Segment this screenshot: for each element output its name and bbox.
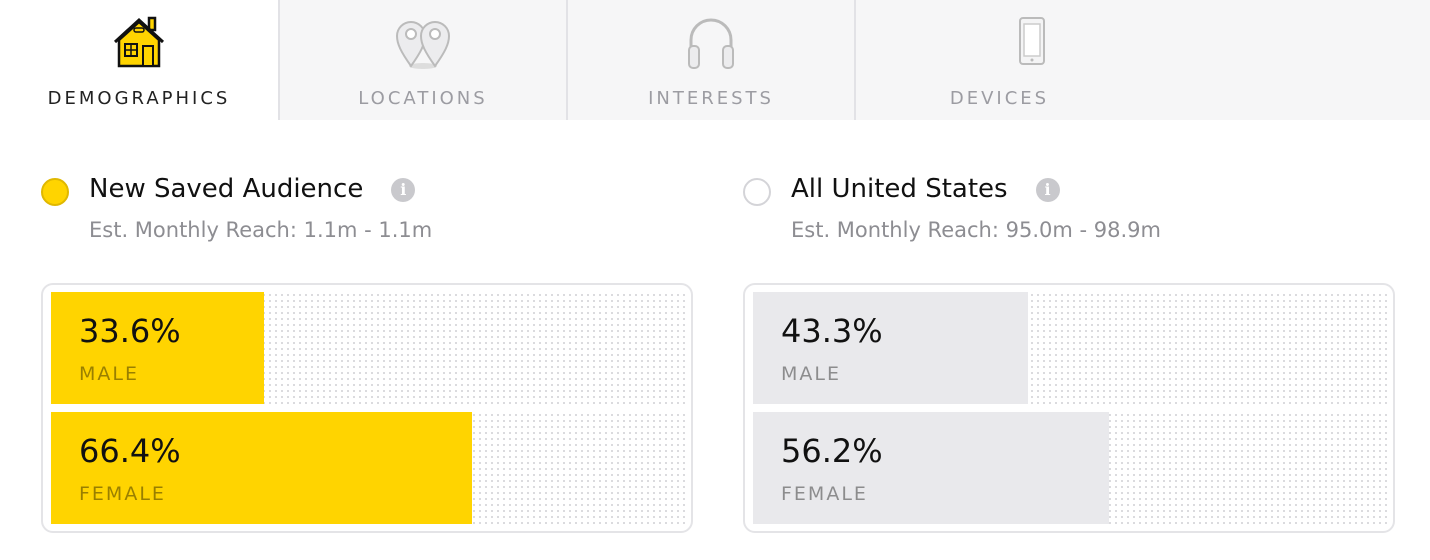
bar-track: 66.4% FEMALE <box>51 412 685 524</box>
info-icon[interactable]: i <box>1035 177 1060 202</box>
tab[interactable]: DEMOGRAPHICS <box>0 0 280 120</box>
tab[interactable]: INTERESTS <box>568 0 856 120</box>
bar <box>51 412 472 524</box>
location-icon <box>395 21 451 69</box>
bar <box>753 292 1028 404</box>
radio-button[interactable] <box>743 178 771 206</box>
percent-label: 33.6% <box>79 312 181 350</box>
bar-box: 33.6% MALE 66.4% FEMALE <box>41 283 693 533</box>
tab-label: DEMOGRAPHICS <box>47 88 231 109</box>
bar <box>51 292 265 404</box>
tab-label: LOCATIONS <box>358 88 488 109</box>
reach-text: Est. Monthly Reach: 1.1m - 1.1m <box>89 218 433 242</box>
tab[interactable]: LOCATIONS <box>280 0 568 120</box>
category-label: MALE <box>781 363 841 385</box>
audience-panel: All United States i Est. Monthly Reach: 95… <box>743 170 1397 540</box>
audience-title: All United States <box>791 174 1008 204</box>
bar-track: 56.2% FEMALE <box>753 412 1387 524</box>
house-icon <box>113 16 165 68</box>
bar <box>753 412 1110 524</box>
bar-box: 43.3% MALE 56.2% FEMALE <box>743 283 1395 533</box>
bar-track: 43.3% MALE <box>753 292 1387 404</box>
audience-name: All United States i <box>791 174 1060 204</box>
bar-track: 33.6% MALE <box>51 292 685 404</box>
reach-text: Est. Monthly Reach: 95.0m - 98.9m <box>791 218 1161 242</box>
category-label: MALE <box>79 363 139 385</box>
headphones-icon <box>688 18 734 69</box>
category-label: FEMALE <box>781 483 868 505</box>
percent-label: 43.3% <box>781 312 883 350</box>
audience-name: New Saved Audience i <box>89 174 416 204</box>
info-icon[interactable]: i <box>391 177 416 202</box>
category-label: FEMALE <box>79 483 166 505</box>
audience-title: New Saved Audience <box>89 174 364 204</box>
tab-label: DEVICES <box>949 88 1050 109</box>
percent-label: 66.4% <box>79 432 181 470</box>
tab[interactable]: DEVICES <box>856 0 1430 120</box>
percent-label: 56.2% <box>781 432 883 470</box>
phone-icon <box>1019 17 1045 65</box>
radio-button[interactable] <box>41 178 69 206</box>
audience-panel: New Saved Audience i Est. Monthly Reach: 1… <box>41 170 695 540</box>
tab-label: INTERESTS <box>648 88 774 109</box>
